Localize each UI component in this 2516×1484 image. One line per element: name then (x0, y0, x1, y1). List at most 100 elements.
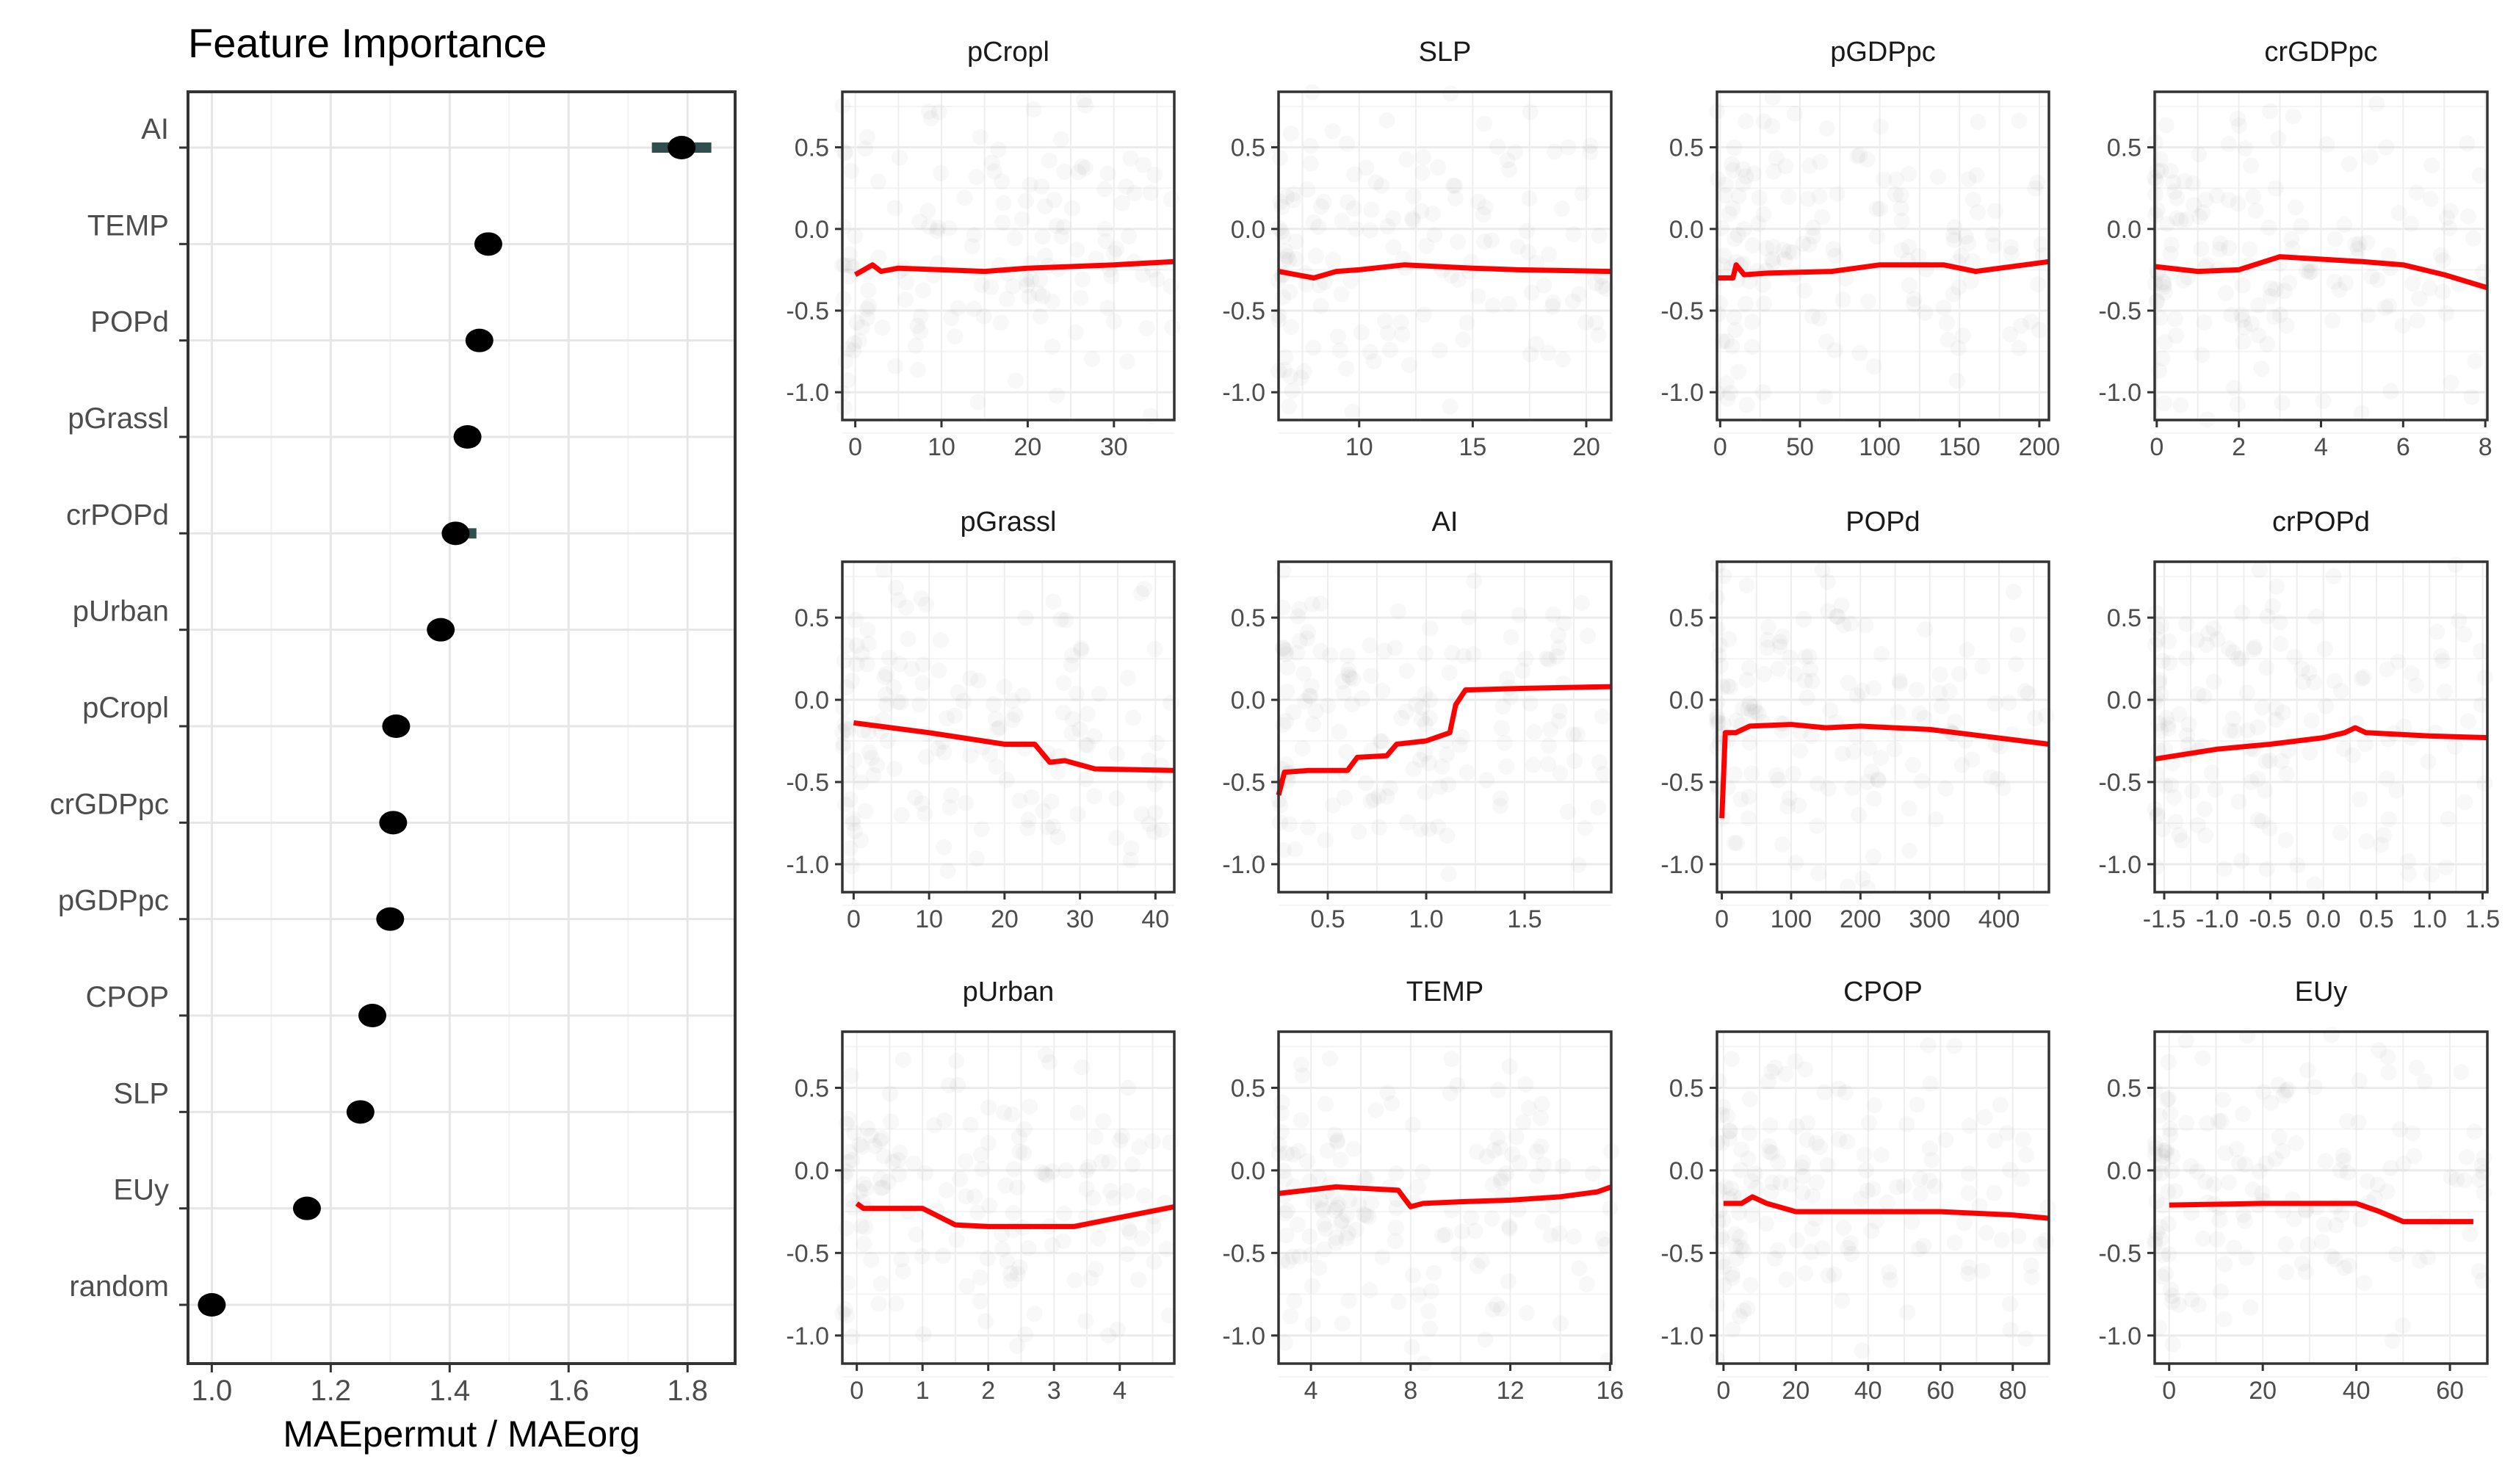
data-point (853, 645, 870, 662)
data-point (2190, 686, 2207, 703)
data-point (2280, 742, 2296, 759)
data-point (1338, 360, 1355, 377)
data-point (1876, 171, 1893, 188)
data-point (2285, 1211, 2302, 1228)
data-point (1912, 1186, 1928, 1203)
data-point (1320, 698, 1337, 714)
data-point (1595, 765, 1612, 782)
data-point (1738, 397, 1755, 413)
data-point (1281, 816, 1298, 833)
data-point (1430, 159, 1447, 176)
data-point (907, 789, 924, 806)
data-point (1477, 1331, 1494, 1348)
data-point (1305, 214, 1322, 231)
data-point (1599, 1352, 1616, 1369)
data-point (1497, 758, 1514, 775)
data-point (2185, 175, 2202, 192)
chart-title: Feature Importance (188, 20, 547, 66)
data-point (1002, 1273, 1019, 1289)
data-point (1906, 291, 1923, 308)
data-point (913, 590, 930, 607)
data-point (1901, 165, 1917, 182)
data-point (2191, 208, 2208, 225)
data-point (1872, 118, 1889, 135)
x-tick-label: 0 (2162, 1377, 2176, 1405)
data-point (2471, 167, 2488, 184)
data-point (1732, 1162, 1749, 1179)
data-point (1580, 628, 1597, 645)
data-point (1868, 228, 1885, 245)
data-point (1511, 607, 1528, 623)
data-point (1312, 297, 1329, 314)
data-point (1808, 1174, 1825, 1191)
data-point (908, 1226, 925, 1243)
y-tick-label: pCropl (82, 692, 169, 724)
data-point (2197, 1173, 2213, 1190)
data-point (972, 1269, 988, 1286)
data-point (1316, 1241, 1333, 1258)
data-point (1069, 685, 1085, 702)
data-point (1743, 339, 1760, 355)
data-point (930, 662, 947, 679)
data-point (1437, 1226, 1454, 1243)
data-point (1760, 619, 1776, 636)
data-point (1121, 1224, 1138, 1241)
data-point (2149, 293, 2166, 310)
data-point (1866, 1097, 1883, 1114)
data-point (1417, 645, 1434, 662)
data-point (2148, 620, 2165, 637)
x-tick-label: 200 (1840, 905, 1881, 933)
data-point (2283, 231, 2300, 247)
data-point (845, 342, 862, 359)
data-point (1746, 1165, 1763, 1182)
data-point (1093, 1154, 1110, 1170)
data-point (1146, 775, 1163, 792)
data-point (919, 203, 936, 220)
data-point (2210, 1112, 2227, 1129)
panel-title: pGDPpc (1830, 37, 1936, 68)
importance-point (382, 714, 411, 738)
data-point (2263, 1094, 2280, 1111)
data-point (1146, 1253, 1163, 1270)
data-point (1329, 328, 1346, 345)
data-point (1351, 1196, 1367, 1213)
data-point (1478, 772, 1495, 789)
data-point (1340, 194, 1356, 211)
data-point (2293, 1255, 2310, 1272)
data-point (1594, 1230, 1611, 1247)
data-point (1403, 1339, 1420, 1355)
data-point (2220, 192, 2237, 209)
data-point (2163, 1294, 2180, 1311)
data-point (1291, 1248, 1308, 1265)
data-point (1304, 596, 1320, 612)
data-point (1353, 690, 1370, 707)
data-point (2390, 654, 2407, 670)
data-point (2197, 827, 2214, 844)
data-point (1797, 648, 1814, 665)
data-point (2169, 189, 2186, 206)
data-point (2327, 231, 2343, 247)
data-point (2358, 234, 2375, 251)
data-point (1964, 751, 1981, 768)
data-point (1726, 834, 1743, 851)
data-point (1020, 811, 1037, 828)
data-point (2306, 1079, 2323, 1096)
data-point (1080, 737, 1096, 754)
data-point (1544, 298, 1561, 315)
data-point (1330, 1196, 1347, 1213)
data-point (1945, 227, 1962, 244)
data-point (2254, 813, 2271, 830)
data-point (1340, 666, 1357, 683)
y-tick-label: 0.5 (795, 134, 829, 162)
data-point (2293, 660, 2310, 677)
data-point (1804, 1187, 1821, 1204)
data-point (1518, 1305, 1535, 1322)
data-point (1278, 713, 1295, 730)
data-point (1439, 828, 1456, 844)
data-point (950, 300, 966, 316)
data-point (888, 579, 905, 596)
data-point (1764, 250, 1781, 267)
data-point (1317, 832, 1334, 849)
data-point (1776, 251, 1793, 268)
data-point (1043, 793, 1060, 810)
